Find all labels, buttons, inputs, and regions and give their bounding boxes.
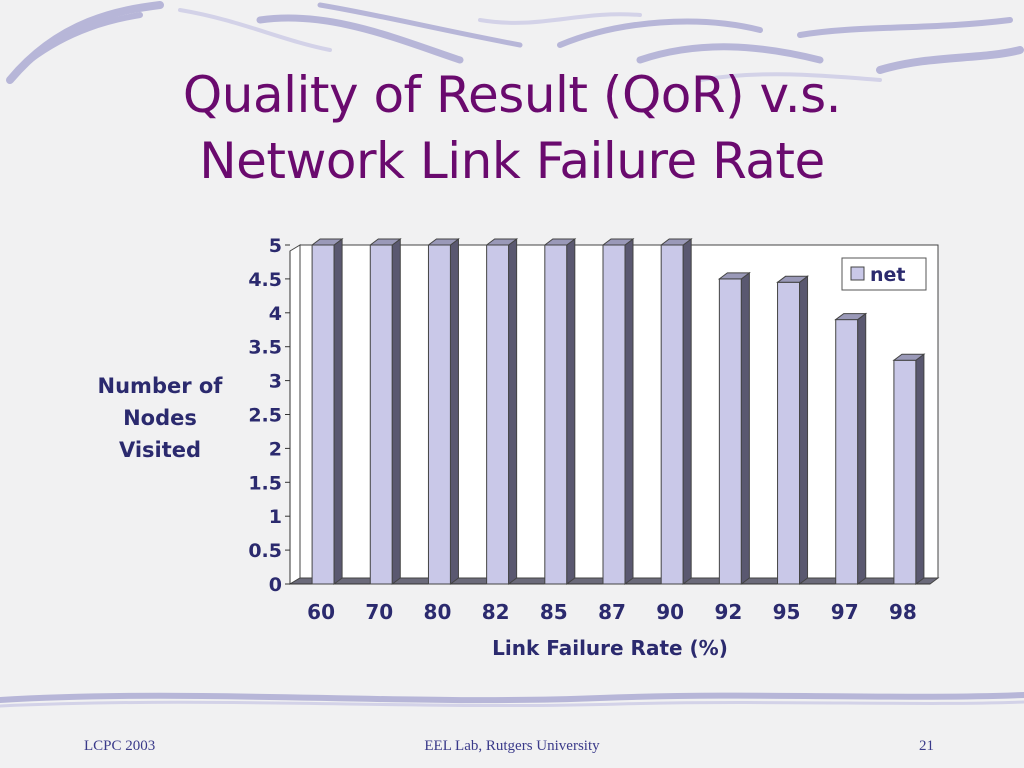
bar-front xyxy=(835,319,859,585)
bar-top xyxy=(834,313,868,321)
wave-decoration-bottom xyxy=(0,692,1024,708)
slide-title: Quality of Result (QoR) v.s. Network Lin… xyxy=(0,62,1024,194)
y-tick-label: 2.5 xyxy=(248,405,282,427)
bar-top xyxy=(426,238,460,246)
bar-side xyxy=(915,353,925,585)
y-axis-label-line-3: Visited xyxy=(118,438,202,462)
x-tick-label: 98 xyxy=(889,600,917,624)
bar-top xyxy=(543,238,577,246)
y-axis-label: Number of Nodes Visited xyxy=(80,370,240,466)
y-tick-label: 4 xyxy=(269,303,282,325)
x-tick-label: 92 xyxy=(714,600,742,624)
footer-affiliation: EEL Lab, Rutgers University xyxy=(424,738,600,754)
x-tick-label: 95 xyxy=(773,600,801,624)
bar-side xyxy=(682,238,692,585)
footer-conference: LCPC 2003 xyxy=(84,738,156,754)
bar-side xyxy=(391,238,401,585)
bar-side xyxy=(333,238,343,585)
y-tick-label: 0 xyxy=(269,574,282,596)
bar-front xyxy=(369,244,393,585)
x-tick-label: 87 xyxy=(598,600,626,624)
bar-front xyxy=(311,244,335,585)
bar-side xyxy=(508,238,518,585)
bar-top xyxy=(776,275,810,283)
bar-top xyxy=(892,353,926,361)
y-tick-label: 4.5 xyxy=(248,269,282,291)
title-line-1: Quality of Result (QoR) v.s. xyxy=(182,66,842,124)
bar-front xyxy=(777,281,801,585)
x-tick-label: 90 xyxy=(656,600,684,624)
bar-front xyxy=(660,244,684,585)
x-tick-label: 82 xyxy=(482,600,510,624)
bar-side xyxy=(449,238,459,585)
bar-front xyxy=(427,244,451,585)
bar-side xyxy=(566,238,576,585)
bar-front xyxy=(486,244,510,585)
y-tick-label: 0.5 xyxy=(248,540,282,562)
bar-side xyxy=(624,238,634,585)
y-axis-label-line-2: Nodes xyxy=(123,406,197,430)
x-tick-label: 80 xyxy=(424,600,452,624)
bar-front xyxy=(893,359,917,585)
x-tick-label: 70 xyxy=(365,600,393,624)
footer-slide-number: 21 xyxy=(919,738,934,754)
bar-top xyxy=(601,238,635,246)
bar-top xyxy=(659,238,693,246)
x-tick-label: 97 xyxy=(831,600,859,624)
plot-side-wall xyxy=(289,244,301,585)
bar-top xyxy=(368,238,402,246)
y-tick-label: 2 xyxy=(269,438,282,460)
bar-top xyxy=(310,238,344,246)
bar-front xyxy=(544,244,568,585)
y-tick-label: 1 xyxy=(269,506,282,528)
wave-decoration-top xyxy=(6,1,1024,84)
x-tick-label: 60 xyxy=(307,600,335,624)
bar-front xyxy=(718,278,742,585)
y-tick-label: 1.5 xyxy=(248,472,282,494)
bar-top xyxy=(485,238,519,246)
bar-top xyxy=(717,272,751,280)
bar-side xyxy=(857,312,867,585)
y-tick-label: 3.5 xyxy=(248,337,282,359)
bar-front xyxy=(602,244,626,585)
bar-side xyxy=(799,275,809,585)
x-tick-label: 85 xyxy=(540,600,568,624)
bar-side xyxy=(740,271,750,585)
y-tick-label: 5 xyxy=(269,235,282,257)
legend-label: net xyxy=(870,264,906,286)
title-line-2: Network Link Failure Rate xyxy=(199,132,825,190)
y-tick-label: 3 xyxy=(269,371,282,393)
legend-swatch xyxy=(850,266,865,281)
y-axis-label-line-1: Number of xyxy=(97,374,223,398)
x-axis-label: Link Failure Rate (%) xyxy=(492,636,728,660)
